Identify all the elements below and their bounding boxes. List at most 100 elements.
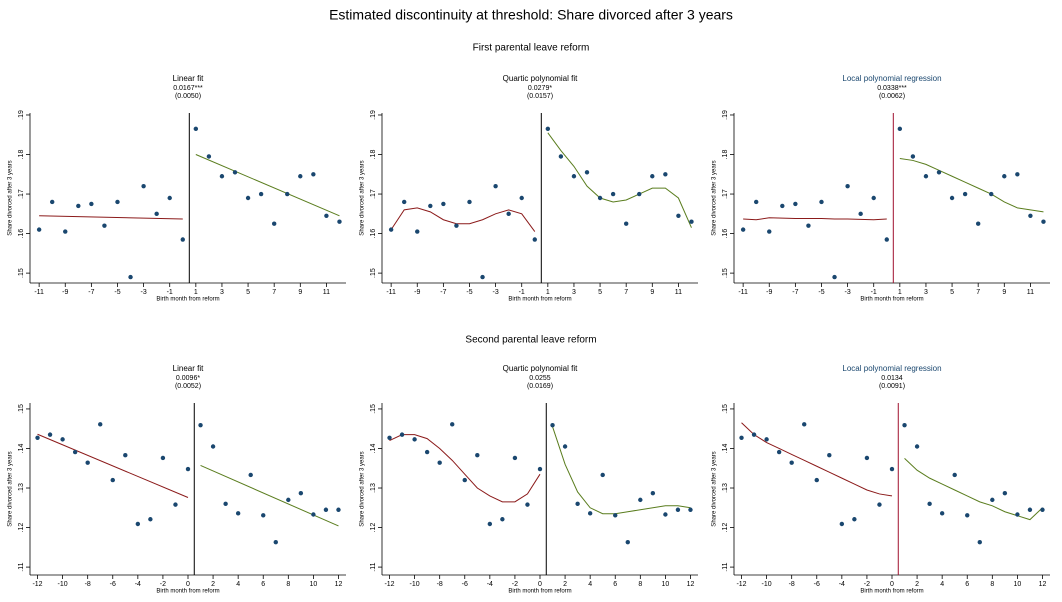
data-point xyxy=(441,201,446,207)
x-tick-label: 12 xyxy=(1039,581,1047,588)
y-axis-label: Share divorced after 3 years xyxy=(360,160,366,235)
x-tick-label: -4 xyxy=(135,581,141,588)
data-point xyxy=(780,203,785,209)
x-tick-label: 6 xyxy=(613,581,617,588)
x-tick-label: -8 xyxy=(789,581,795,588)
x-axis-label: Birth month from reform xyxy=(860,589,923,595)
data-point xyxy=(650,174,655,179)
panel-title: Quartic polynomial fit xyxy=(503,74,578,83)
data-point xyxy=(424,449,430,455)
data-point xyxy=(638,497,643,503)
data-point xyxy=(802,422,807,427)
data-point xyxy=(493,183,498,189)
data-point xyxy=(689,219,694,224)
x-tick-label: 9 xyxy=(298,289,302,296)
data-point xyxy=(558,154,564,159)
data-point xyxy=(89,201,94,207)
y-tick-label: .18 xyxy=(18,150,25,160)
data-point xyxy=(767,229,772,234)
data-point xyxy=(273,539,278,545)
fit-line xyxy=(904,457,1043,521)
data-point xyxy=(897,126,903,132)
fit-line xyxy=(389,434,541,503)
estimate: 0.0279* xyxy=(528,85,552,92)
data-point xyxy=(480,274,485,280)
x-tick-label: 11 xyxy=(323,289,330,296)
x-tick-label: 11 xyxy=(1027,289,1034,296)
data-point xyxy=(587,511,593,516)
data-point xyxy=(261,513,266,518)
x-tick-label: -9 xyxy=(414,289,420,296)
x-tick-label: 8 xyxy=(286,581,290,588)
x-axis-label: Birth month from reform xyxy=(156,589,219,595)
data-point xyxy=(977,539,982,545)
y-axis-label: Share divorced after 3 years xyxy=(712,160,718,235)
data-point xyxy=(819,199,824,205)
data-point xyxy=(889,466,895,472)
data-point xyxy=(141,183,146,189)
data-point xyxy=(1027,507,1033,512)
data-point xyxy=(102,223,107,228)
std-error: (0.0050) xyxy=(175,93,201,100)
data-point xyxy=(962,191,968,197)
x-tick-label: 4 xyxy=(940,581,944,588)
x-tick-label: 0 xyxy=(538,581,542,588)
data-point xyxy=(832,274,837,280)
x-tick-label: 1 xyxy=(546,289,550,296)
data-point xyxy=(663,172,668,177)
data-point xyxy=(965,513,970,518)
data-point xyxy=(298,174,303,179)
x-tick-label: 7 xyxy=(272,289,276,296)
data-point xyxy=(623,221,629,226)
x-tick-label: 12 xyxy=(335,581,343,588)
data-point xyxy=(839,521,845,527)
data-point xyxy=(467,199,472,205)
y-tick-label: .17 xyxy=(370,189,377,199)
data-point xyxy=(852,517,857,522)
y-tick-label: .12 xyxy=(722,523,729,533)
data-point xyxy=(193,126,199,132)
data-point xyxy=(663,512,668,517)
data-point xyxy=(1041,219,1046,224)
x-tick-label: -12 xyxy=(736,581,746,588)
data-point xyxy=(185,466,191,472)
std-error: (0.0052) xyxy=(175,383,201,390)
data-point xyxy=(939,511,945,516)
data-point xyxy=(336,507,341,512)
data-point xyxy=(806,223,811,228)
estimate: 0.0096* xyxy=(176,375,200,382)
data-point xyxy=(936,170,942,175)
x-tick-label: -5 xyxy=(114,289,120,296)
x-tick-label: -4 xyxy=(839,581,845,588)
data-point xyxy=(650,490,656,496)
data-point xyxy=(154,211,159,217)
data-point xyxy=(85,460,90,465)
y-tick-label: .19 xyxy=(18,110,25,120)
data-point xyxy=(884,237,889,242)
x-tick-label: -1 xyxy=(519,289,525,296)
x-tick-label: -10 xyxy=(58,581,68,588)
std-error: (0.0091) xyxy=(879,383,905,390)
data-point xyxy=(198,422,203,428)
y-tick-label: .14 xyxy=(18,444,25,454)
x-tick-label: -7 xyxy=(792,289,798,296)
data-point xyxy=(914,444,920,449)
data-point xyxy=(751,432,757,437)
y-tick-label: .11 xyxy=(722,562,729,571)
data-point xyxy=(160,455,166,461)
x-tick-label: -9 xyxy=(62,289,68,296)
x-tick-label: -4 xyxy=(487,581,493,588)
x-axis-label: Birth month from reform xyxy=(156,297,219,303)
x-tick-label: 11 xyxy=(675,289,682,296)
data-point xyxy=(776,449,782,455)
x-tick-label: -8 xyxy=(437,581,443,588)
y-axis-label: Share divorced after 3 years xyxy=(8,160,14,235)
data-point xyxy=(412,437,417,442)
data-point xyxy=(487,521,493,527)
data-point xyxy=(324,213,329,218)
data-point xyxy=(625,539,630,545)
y-tick-label: .16 xyxy=(18,229,25,239)
data-point xyxy=(98,422,103,427)
data-point xyxy=(232,170,238,175)
fit-line xyxy=(552,426,691,515)
